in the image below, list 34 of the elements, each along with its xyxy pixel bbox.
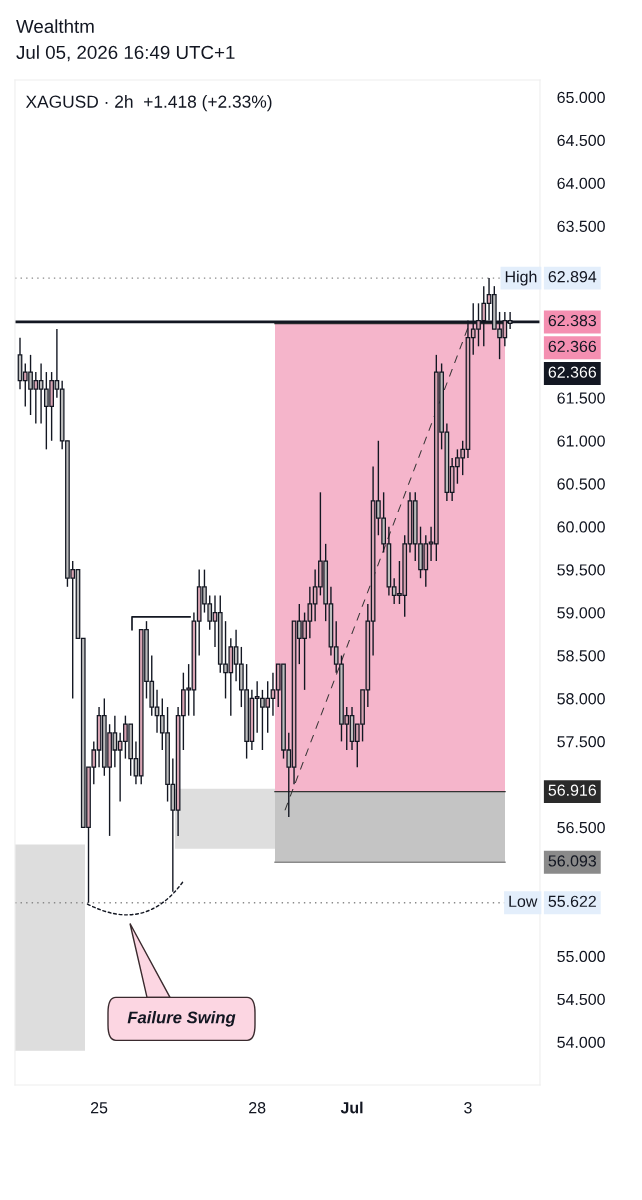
annotation: Low [509,895,538,908]
y-tick-label: 59.000 [557,607,605,619]
ref-line-label: 62.383 [548,314,597,327]
y-tick-label: 55.000 [557,950,605,963]
y-tick-label: 64.500 [557,134,605,147]
y-tick-label: 57.500 [557,736,605,748]
text: Jul 05, 2026 16:49 UTC+1 [16,45,235,62]
y-tick-label: 58.500 [557,650,605,662]
y-tick-label: 56.500 [557,821,605,834]
y-tick-label: 63.500 [557,220,605,232]
ref-line-label: 55.622 [548,895,596,908]
y-tick-label: 64.000 [557,177,605,190]
x-tick-label: 25 [90,1102,108,1114]
x-tick-label: Jul [340,1101,363,1114]
text: 62.366 [548,366,597,378]
y-tick-label: 61.500 [557,392,605,404]
ref-line-label: 56.093 [548,855,597,867]
x-tick-label: 3 [464,1102,472,1114]
ref-line-label: 56.916 [548,784,597,796]
y-tick-label: 60.500 [557,478,605,490]
y-tick-label: 61.000 [557,435,605,447]
ref-line-label: 62.894 [548,271,597,283]
x-tick-label: 28 [249,1102,266,1114]
y-tick-label: 60.000 [557,521,605,533]
ref-line-label: 62.366 [548,340,597,353]
y-tick-label: 58.000 [557,693,605,705]
y-tick-label: 59.500 [557,564,605,576]
y-tick-label: 54.000 [557,1036,605,1048]
annotation: High [505,270,537,286]
text: Wealthtm [16,19,94,34]
y-tick-label: 54.500 [557,993,605,1006]
text: XAGUSD · 2h +1.418 (+2.33%) [25,95,272,112]
y-tick-label: 65.000 [557,91,605,104]
annotation: Failure Swing [127,1011,236,1027]
